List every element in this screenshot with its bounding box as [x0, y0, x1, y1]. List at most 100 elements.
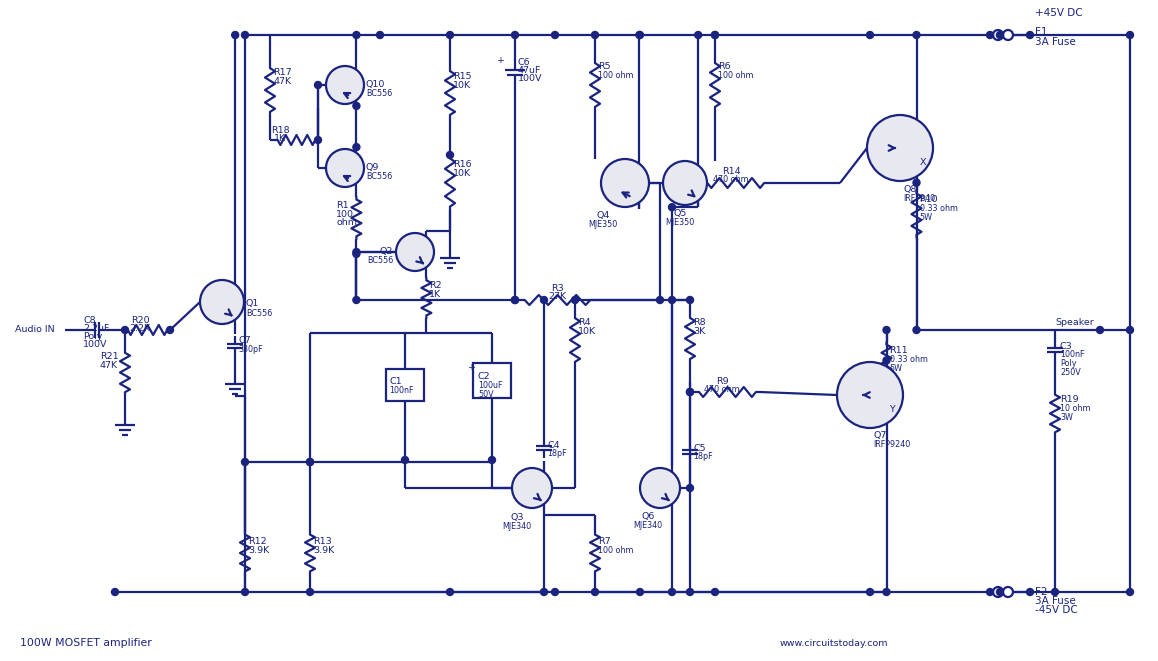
Circle shape	[402, 457, 409, 463]
Circle shape	[867, 115, 933, 181]
Circle shape	[913, 327, 919, 334]
Text: R20: R20	[131, 316, 149, 325]
Circle shape	[913, 179, 919, 186]
Circle shape	[396, 233, 434, 271]
Text: R19: R19	[1060, 395, 1078, 404]
Text: IRFP240: IRFP240	[903, 194, 936, 203]
Text: X: X	[919, 158, 926, 167]
Circle shape	[987, 588, 994, 596]
Text: www.circuitstoday.com: www.circuitstoday.com	[780, 639, 888, 648]
Circle shape	[447, 32, 454, 38]
Text: C3: C3	[1060, 342, 1072, 351]
Text: 50V: 50V	[478, 390, 493, 399]
Circle shape	[541, 588, 548, 596]
Circle shape	[994, 587, 1003, 597]
Text: 18pF: 18pF	[692, 452, 712, 461]
Text: 47K: 47K	[100, 361, 118, 370]
Circle shape	[376, 32, 383, 38]
Text: 27K: 27K	[548, 292, 566, 301]
Text: 47uF: 47uF	[518, 66, 542, 75]
Text: F1: F1	[1035, 27, 1048, 37]
Circle shape	[657, 297, 664, 303]
Text: ohm: ohm	[337, 218, 358, 227]
Circle shape	[572, 297, 579, 303]
Text: 100nF: 100nF	[389, 386, 413, 395]
Text: C7: C7	[239, 336, 251, 345]
Text: C6: C6	[518, 58, 530, 67]
Text: Q8: Q8	[903, 185, 916, 194]
Text: 0.33 ohm: 0.33 ohm	[889, 355, 928, 364]
Circle shape	[913, 32, 919, 38]
Text: 3W: 3W	[1060, 413, 1072, 422]
Circle shape	[866, 32, 873, 38]
Text: 10K: 10K	[453, 169, 471, 178]
Bar	[386, 369, 424, 401]
Circle shape	[353, 102, 360, 110]
Text: 100V: 100V	[83, 340, 108, 349]
Circle shape	[668, 297, 675, 303]
Text: Y: Y	[889, 405, 895, 414]
Text: R13: R13	[313, 537, 331, 546]
Text: R14: R14	[721, 167, 740, 176]
Text: R18: R18	[271, 126, 290, 135]
Circle shape	[1003, 587, 1013, 597]
Circle shape	[592, 588, 599, 596]
Circle shape	[512, 297, 519, 303]
Text: BC556: BC556	[245, 309, 272, 318]
Circle shape	[687, 485, 694, 492]
Text: 3K: 3K	[692, 327, 705, 336]
Circle shape	[512, 297, 519, 303]
Text: 100V: 100V	[518, 74, 542, 83]
Circle shape	[1003, 30, 1013, 40]
Circle shape	[637, 32, 644, 38]
Circle shape	[687, 297, 694, 303]
Text: R10: R10	[919, 194, 938, 204]
Text: C4: C4	[547, 441, 559, 450]
Text: Q9: Q9	[366, 163, 380, 172]
Circle shape	[551, 588, 558, 596]
Text: R4: R4	[578, 318, 591, 327]
Text: IRFP9240: IRFP9240	[873, 440, 910, 449]
Circle shape	[664, 161, 708, 205]
Text: MJE340: MJE340	[503, 522, 532, 531]
Text: R17: R17	[273, 68, 292, 77]
Circle shape	[353, 143, 360, 151]
Circle shape	[1026, 32, 1033, 38]
Text: Q4: Q4	[596, 211, 610, 220]
Text: C5: C5	[692, 444, 705, 453]
Circle shape	[315, 81, 322, 89]
Text: MJE340: MJE340	[633, 521, 662, 530]
Text: BC556: BC556	[367, 256, 393, 265]
Text: 3A Fuse: 3A Fuse	[1035, 596, 1076, 606]
Circle shape	[242, 459, 249, 465]
Text: MJE350: MJE350	[588, 220, 617, 229]
Text: 100nF: 100nF	[1060, 350, 1085, 359]
Text: Q10: Q10	[366, 80, 386, 89]
Text: 3A Fuse: 3A Fuse	[1035, 37, 1076, 47]
Text: R21: R21	[100, 352, 118, 361]
Text: 5W: 5W	[919, 213, 932, 221]
Circle shape	[1026, 588, 1033, 596]
Circle shape	[987, 32, 994, 38]
Circle shape	[636, 32, 643, 38]
Text: Speaker: Speaker	[1055, 318, 1094, 327]
Text: R12: R12	[248, 537, 266, 546]
Text: R7: R7	[598, 537, 610, 546]
Text: C8: C8	[83, 316, 96, 325]
Circle shape	[307, 459, 314, 465]
Circle shape	[353, 249, 360, 256]
Text: R2: R2	[430, 281, 442, 290]
Text: Q2: Q2	[380, 247, 393, 256]
Text: 2.2uF: 2.2uF	[83, 324, 109, 333]
Text: Q1: Q1	[245, 299, 259, 308]
Text: Q6: Q6	[642, 512, 654, 521]
Circle shape	[711, 32, 718, 38]
Text: Poly: Poly	[1060, 359, 1077, 368]
Text: 3.9K: 3.9K	[248, 546, 270, 555]
Text: Q3: Q3	[511, 513, 523, 522]
Circle shape	[997, 588, 1004, 596]
Text: BC556: BC556	[366, 89, 393, 98]
Circle shape	[994, 30, 1003, 40]
Text: C1: C1	[389, 377, 402, 386]
Circle shape	[668, 588, 675, 596]
